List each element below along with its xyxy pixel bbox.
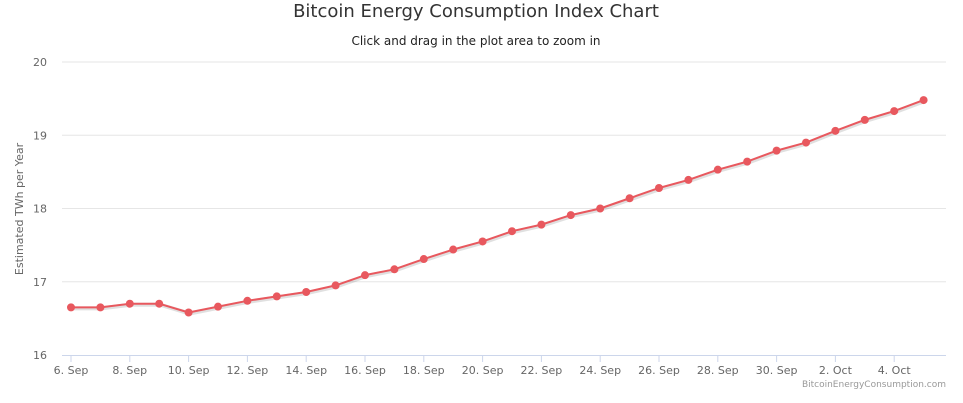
y-tick-label: 19 [33, 129, 47, 142]
data-point[interactable] [919, 96, 928, 105]
data-point[interactable] [478, 237, 487, 246]
data-point[interactable] [272, 292, 281, 301]
data-point[interactable] [684, 175, 693, 184]
data-point[interactable] [508, 227, 516, 236]
data-point[interactable] [625, 194, 634, 203]
data-point[interactable] [67, 303, 75, 312]
y-tick-label: 18 [33, 203, 47, 216]
x-tick-label: 28. Sep [697, 364, 739, 377]
x-axis: 6. Sep 8. Sep 10. Sep 12. Sep 14. Sep 16. Sep… [54, 355, 946, 377]
data-point[interactable] [860, 115, 869, 124]
x-tick-label: 24. Sep [579, 364, 621, 377]
data-point[interactable] [655, 183, 663, 192]
x-tick-label: 14. Sep [285, 364, 327, 377]
y-tick-label: 16 [33, 349, 47, 362]
data-point[interactable] [214, 302, 222, 311]
grid [62, 61, 946, 283]
data-point[interactable] [96, 303, 105, 312]
x-tick-label: 12. Sep [227, 364, 269, 377]
y-axis: 16 17 18 19 20 [33, 56, 47, 362]
y-tick-label: 17 [33, 276, 47, 289]
data-point[interactable] [596, 204, 605, 213]
data-point[interactable] [390, 265, 399, 274]
x-tick-label: 2. Oct [819, 364, 853, 377]
data-point[interactable] [566, 211, 575, 220]
y-axis-title: Estimated TWh per Year [13, 142, 26, 275]
data-point[interactable] [449, 245, 458, 254]
data-point[interactable] [713, 165, 722, 174]
data-point[interactable] [743, 157, 752, 166]
data-point[interactable] [537, 220, 546, 229]
data-point[interactable] [302, 288, 311, 297]
data-point[interactable] [361, 271, 369, 280]
x-tick-label: 16. Sep [344, 364, 386, 377]
chart-subtitle: Click and drag in the plot area to zoom … [351, 34, 600, 48]
y-tick-label: 20 [33, 56, 47, 69]
data-point[interactable] [331, 281, 340, 290]
credits-text[interactable]: BitcoinEnergyConsumption.com [802, 380, 946, 390]
series-line-shadow [72, 99, 926, 316]
data-point[interactable] [831, 126, 840, 135]
x-tick-label: 4. Oct [878, 364, 912, 377]
data-point[interactable] [155, 299, 164, 308]
x-tick-label: 20. Sep [462, 364, 504, 377]
plot-area[interactable] [67, 96, 928, 317]
x-tick-label: 6. Sep [54, 364, 89, 377]
x-tick-label: 26. Sep [638, 364, 680, 377]
data-point[interactable] [890, 107, 899, 116]
data-point[interactable] [772, 146, 781, 155]
data-point[interactable] [184, 308, 193, 317]
data-point[interactable] [802, 138, 810, 147]
series-line [71, 99, 924, 314]
x-tick-label: 10. Sep [168, 364, 210, 377]
x-tick-label: 18. Sep [403, 364, 445, 377]
x-tick-label: 30. Sep [756, 364, 798, 377]
data-point[interactable] [419, 255, 428, 264]
x-tick-label: 8. Sep [112, 364, 147, 377]
data-point[interactable] [125, 299, 134, 308]
data-point[interactable] [243, 296, 252, 305]
x-tick-label: 22. Sep [521, 364, 563, 377]
chart-title: Bitcoin Energy Consumption Index Chart [293, 1, 659, 22]
